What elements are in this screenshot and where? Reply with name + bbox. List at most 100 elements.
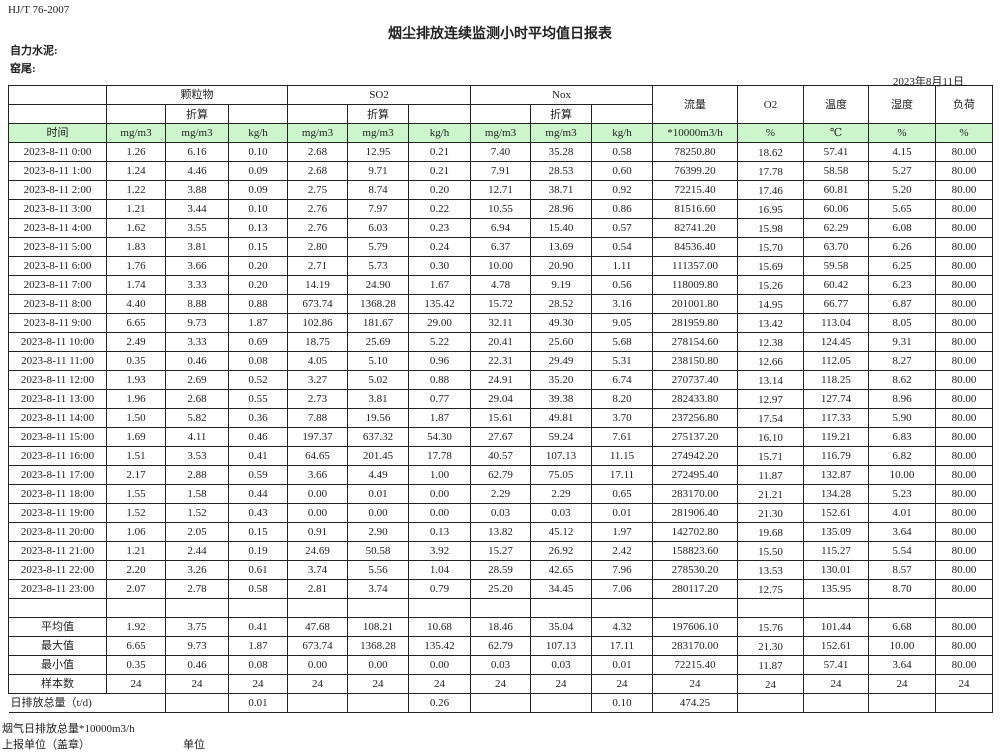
cell-flow: 283170.00 (652, 636, 738, 656)
cell-flow: 283170.00 (652, 484, 738, 504)
cell-so2-converted: 8.74 (347, 180, 409, 200)
cell-pm-converted: 2.69 (165, 370, 229, 390)
cell-nox-converted (530, 693, 592, 713)
cell-nox-raw: 4.78 (470, 275, 531, 295)
header-so2: SO2 (287, 85, 471, 105)
cell-temperature: 124.45 (803, 332, 869, 352)
cell-nox-raw: 29.04 (470, 389, 531, 409)
cell-humidity: 8.05 (868, 313, 936, 333)
cell-time: 2023-8-11 20:00 (8, 522, 107, 542)
table-row: 2023-8-11 23:00 2.07 2.78 0.58 2.81 3.74 0.79 2… (8, 579, 993, 599)
cell-so2-raw: 2.81 (287, 579, 348, 599)
cell-nox-converted: 35.04 (530, 617, 592, 637)
cell-nox-raw: 15.61 (470, 408, 531, 428)
cell-load: 80.00 (935, 408, 993, 428)
cell-nox-converted: 0.03 (530, 503, 592, 523)
table-row: 2023-8-11 21:00 1.21 2.44 0.19 24.69 50.58 3.9… (8, 541, 993, 561)
cell-nox-converted: 49.30 (530, 313, 592, 333)
cell-so2-rate: 1.04 (408, 560, 471, 580)
cell-so2-raw: 673.74 (287, 636, 348, 656)
summary-row: 最小值 0.35 0.46 0.08 0.00 0.00 0.00 0.03 0.03 0.01 7… (8, 655, 993, 675)
cell-so2-rate: 54.30 (408, 427, 471, 447)
cell-humidity: 8.57 (868, 560, 936, 580)
cell-load: 80.00 (935, 256, 993, 276)
cell-nox-rate: 8.20 (591, 389, 653, 409)
cell-pm-converted: 4.11 (165, 427, 229, 447)
cell-flow: 118009.80 (652, 275, 738, 295)
cell-flow: 275137.20 (652, 427, 738, 447)
cell-nox-rate: 7.61 (591, 427, 653, 447)
cell-humidity: 8.96 (868, 389, 936, 409)
cell-load: 80.00 (935, 313, 993, 333)
cell-pm-rate: 0.13 (228, 218, 288, 238)
cell-nox-raw: 27.67 (470, 427, 531, 447)
cell-time: 2023-8-11 13:00 (8, 389, 107, 409)
cell-load: 80.00 (935, 617, 993, 637)
cell-load: 80.00 (935, 427, 993, 447)
cell-temperature: 116.79 (803, 446, 869, 466)
table-row: 2023-8-11 13:00 1.96 2.68 0.55 2.73 3.81 0.77 2… (8, 389, 993, 409)
header-o2: O2 (737, 85, 804, 124)
cell-flow: 281906.40 (652, 503, 738, 523)
cell-so2-converted: 3.74 (347, 579, 409, 599)
cell-flow: 237256.80 (652, 408, 738, 428)
summary-label: 平均值 (8, 617, 107, 637)
cell-pm-raw: 1.83 (106, 237, 166, 257)
cell-humidity: 10.00 (868, 636, 936, 656)
cell-nox-converted: 20.90 (530, 256, 592, 276)
cell-so2-converted: 5.79 (347, 237, 409, 257)
cell-pm-converted: 0.46 (165, 351, 229, 371)
cell-time: 2023-8-11 17:00 (8, 465, 107, 485)
cell-pm-rate: 0.59 (228, 465, 288, 485)
cell-nox-rate: 11.15 (591, 446, 653, 466)
cell-load: 80.00 (935, 142, 993, 162)
cell-o2: 21.30 (737, 636, 804, 656)
summary-row: 最大值 6.65 9.73 1.87 673.74 1368.28 135.42 62.79 1… (8, 636, 993, 656)
table-row: 2023-8-11 10:00 2.49 3.33 0.69 18.75 25.69 5.2… (8, 332, 993, 352)
cell-pm-rate: 0.58 (228, 579, 288, 599)
cell-temperature: 152.61 (803, 503, 869, 523)
cell-temperature: 132.87 (803, 465, 869, 485)
cell-so2-raw: 2.76 (287, 199, 348, 219)
cell-flow: 278154.60 (652, 332, 738, 352)
cell-nox-raw: 6.94 (470, 218, 531, 238)
cell-nox-rate: 4.32 (591, 617, 653, 637)
cell-pm-converted: 2.44 (165, 541, 229, 561)
cell-o2: 13.14 (737, 370, 804, 390)
cell-so2-converted: 637.32 (347, 427, 409, 447)
cell-o2: 19.68 (737, 522, 804, 542)
cell-empty (347, 598, 409, 618)
cell-so2-rate: 0.00 (408, 484, 471, 504)
cell-o2: 17.46 (737, 180, 804, 200)
cell-empty (408, 598, 471, 618)
cell-time: 2023-8-11 9:00 (8, 313, 107, 333)
cell-so2-rate: 1.87 (408, 408, 471, 428)
cell-flow: 76399.20 (652, 161, 738, 181)
cell-o2: 12.75 (737, 579, 804, 599)
cell-pm-converted: 2.05 (165, 522, 229, 542)
cell-nox-converted: 107.13 (530, 446, 592, 466)
cell-nox-rate: 5.31 (591, 351, 653, 371)
cell-pm-converted: 1.58 (165, 484, 229, 504)
cell-flow: 474.25 (652, 693, 738, 713)
cell-time: 2023-8-11 10:00 (8, 332, 107, 352)
unit-label: 单位 (183, 739, 205, 751)
cell-load: 80.00 (935, 351, 993, 371)
cell-time: 2023-8-11 6:00 (8, 256, 107, 276)
cell-so2-converted: 19.56 (347, 408, 409, 428)
cell-load: 24 (935, 674, 993, 694)
cell-pm-raw: 1.76 (106, 256, 166, 276)
cell-so2-raw: 2.80 (287, 237, 348, 257)
cell-flow: 81516.60 (652, 199, 738, 219)
cell-nox-converted: 29.49 (530, 351, 592, 371)
cell-so2-converted: 108.21 (347, 617, 409, 637)
unit-temperature: ℃ (803, 123, 869, 143)
blank-row (8, 598, 993, 618)
cell-nox-converted: 45.12 (530, 522, 592, 542)
unit-flow: *10000m3/h (652, 123, 738, 143)
cell-pm-raw: 1.74 (106, 275, 166, 295)
header-converted: 折算 (165, 104, 229, 124)
cell-so2-converted: 0.00 (347, 655, 409, 675)
cell-time: 2023-8-11 16:00 (8, 446, 107, 466)
cell-so2-rate: 135.42 (408, 294, 471, 314)
